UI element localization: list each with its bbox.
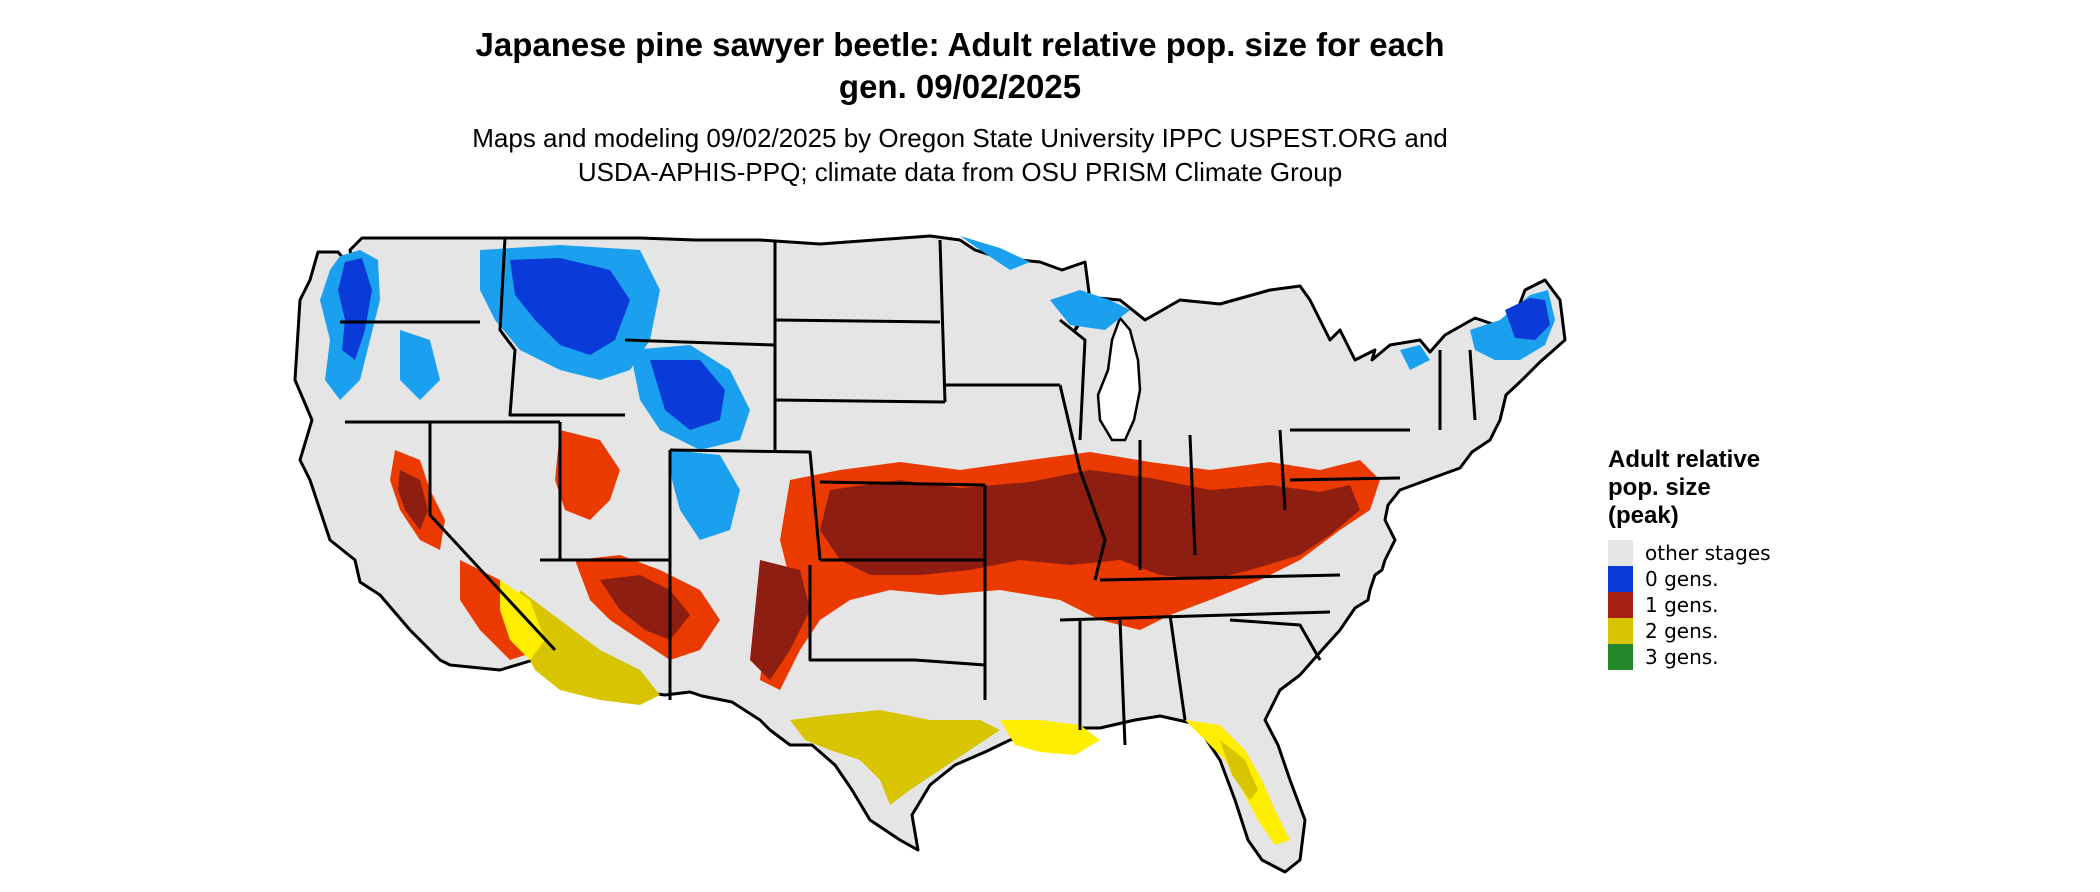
subtitle-line-1: Maps and modeling 09/02/2025 by Oregon S… — [472, 123, 1448, 153]
legend-label: 1 gens. — [1645, 593, 1719, 617]
legend-item-other-stages: other stages — [1608, 540, 1771, 566]
lake-michigan — [1096, 315, 1142, 442]
legend-label: other stages — [1645, 541, 1771, 565]
legend-label: 2 gens. — [1645, 619, 1719, 643]
legend-title-line-2: pop. size — [1608, 474, 1711, 501]
title-line-1: Japanese pine sawyer beetle: Adult relat… — [475, 26, 1445, 63]
zone-1-gens — [390, 430, 1380, 690]
legend-item-1-gens: 1 gens. — [1608, 592, 1771, 618]
legend-swatch — [1608, 540, 1633, 566]
legend-title-line-3: (peak) — [1608, 502, 1679, 529]
zone-2-gens — [500, 580, 1290, 845]
legend-label: 0 gens. — [1645, 567, 1719, 591]
us-map — [293, 234, 1567, 874]
legend-title: Adult relative pop. size (peak) — [1608, 446, 1771, 530]
legend-swatch — [1608, 644, 1633, 670]
subtitle-line-2: USDA-APHIS-PPQ; climate data from OSU PR… — [577, 157, 1343, 187]
state-borders — [340, 237, 1477, 746]
legend-item-3-gens: 3 gens. — [1608, 644, 1771, 670]
legend-title-line-1: Adult relative — [1608, 446, 1761, 473]
legend-item-0-gens: 0 gens. — [1608, 566, 1771, 592]
title-line-2: gen. 09/02/2025 — [838, 68, 1082, 105]
zone-0-gens — [320, 236, 1555, 540]
map-title: Japanese pine sawyer beetle: Adult relat… — [300, 24, 1620, 108]
legend-swatch — [1608, 566, 1633, 592]
legend: Adult relative pop. size (peak) other st… — [1608, 446, 1771, 670]
legend-swatch — [1608, 592, 1633, 618]
legend-item-2-gens: 2 gens. — [1608, 618, 1771, 644]
legend-label: 3 gens. — [1645, 645, 1719, 669]
legend-swatch — [1608, 618, 1633, 644]
map-subtitle: Maps and modeling 09/02/2025 by Oregon S… — [300, 121, 1620, 189]
